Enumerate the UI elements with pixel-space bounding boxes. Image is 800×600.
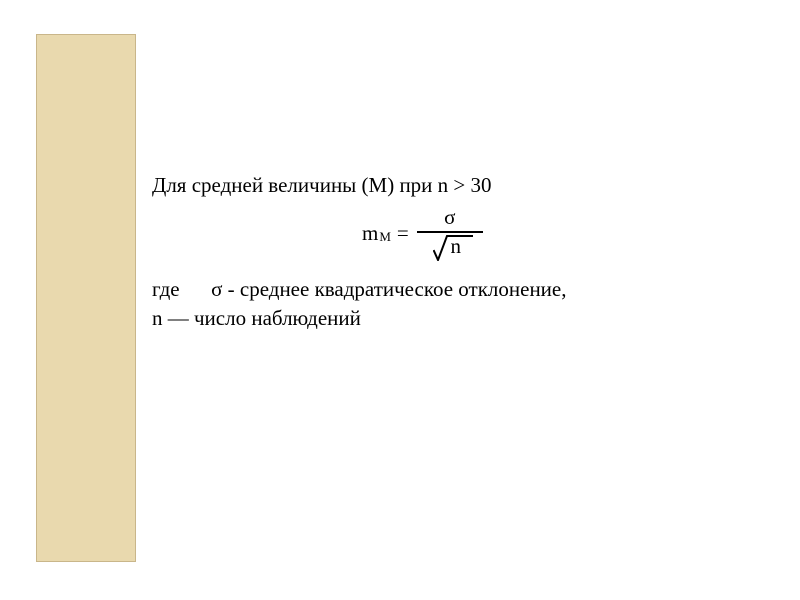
formula-lhs: m M: [362, 221, 393, 246]
where-n: n — число наблюдений: [152, 306, 361, 330]
radical-overbar: [447, 235, 473, 237]
equals-sign: =: [397, 221, 409, 246]
lhs-main: m: [362, 221, 378, 246]
where-sigma: σ - среднее квадратическое отклонение,: [211, 277, 566, 301]
where-prefix: где: [152, 277, 180, 301]
left-accent-sidebar: [36, 34, 136, 562]
intro-line: Для средней величины (M) при n > 30: [152, 172, 748, 199]
formula: m M = σ n: [152, 205, 748, 261]
fraction-numerator: σ: [430, 205, 469, 231]
where-line: где σ - среднее квадратическое отклонени…: [152, 275, 748, 332]
radical-icon: [433, 235, 449, 261]
fraction-denominator: n: [433, 233, 468, 261]
slide-content: Для средней величины (M) при n > 30 m M …: [136, 34, 764, 562]
lhs-subscript: M: [379, 229, 391, 245]
radicand: n: [449, 235, 468, 257]
fraction: σ n: [417, 205, 483, 261]
square-root: n: [433, 235, 468, 261]
